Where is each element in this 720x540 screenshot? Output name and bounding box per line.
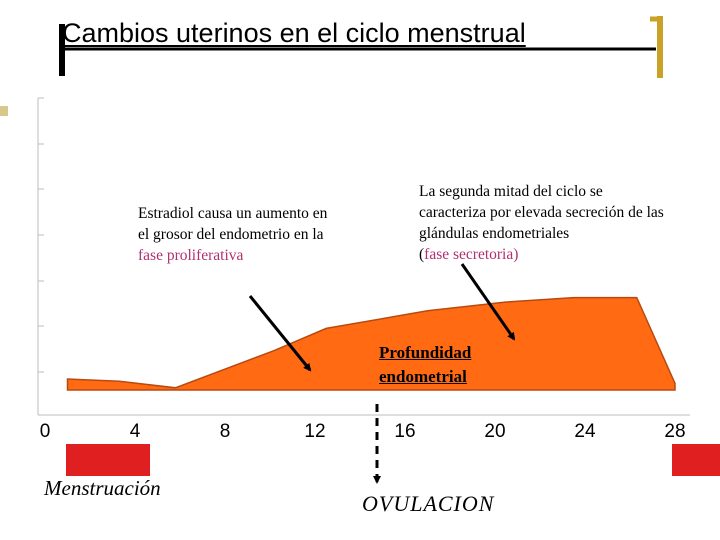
ovulation-label: OVULACION xyxy=(362,491,495,516)
proliferative-arrow xyxy=(248,295,312,372)
endometrial-depth-label: Profundidad endometrial xyxy=(379,343,472,386)
secretory-arrow xyxy=(460,263,516,341)
chart-area xyxy=(66,296,676,391)
menstruation-label: Menstruación xyxy=(44,476,161,500)
proliferative-highlight: fase proliferativa xyxy=(138,247,244,264)
x-tick-label: 12 xyxy=(304,421,325,442)
annotation-arrows xyxy=(248,263,516,484)
corner-marker xyxy=(0,106,8,116)
x-tick-label: 20 xyxy=(484,421,505,442)
x-tick-label: 4 xyxy=(130,421,141,442)
x-tick-label: 16 xyxy=(394,421,415,442)
x-tick-label: 24 xyxy=(574,421,596,442)
menstruation-block-end xyxy=(672,444,720,476)
secretory-note: La segunda mitad del ciclo se caracteriz… xyxy=(419,181,669,265)
secretory-highlight: fase secretoria) xyxy=(424,246,519,263)
secretory-text: La segunda mitad del ciclo se caracteriz… xyxy=(419,183,664,242)
chart-axes xyxy=(37,97,690,416)
menstruation-block-start xyxy=(66,444,150,476)
endometrial-depth-area xyxy=(66,296,676,391)
secretory-open-paren: ( xyxy=(419,246,425,263)
proliferative-text: Estradiol causa un aumento en el grosor … xyxy=(138,205,328,243)
proliferative-note: Estradiol causa un aumento en el grosor … xyxy=(138,203,328,266)
x-tick-label: 28 xyxy=(664,421,685,442)
x-tick-labels: 0 4 8 12 16 20 24 28 xyxy=(40,421,686,442)
x-tick-label: 8 xyxy=(220,421,231,442)
slide-title: Cambios uterinos en el ciclo menstrual xyxy=(62,18,526,48)
x-tick-label: 0 xyxy=(40,421,51,442)
